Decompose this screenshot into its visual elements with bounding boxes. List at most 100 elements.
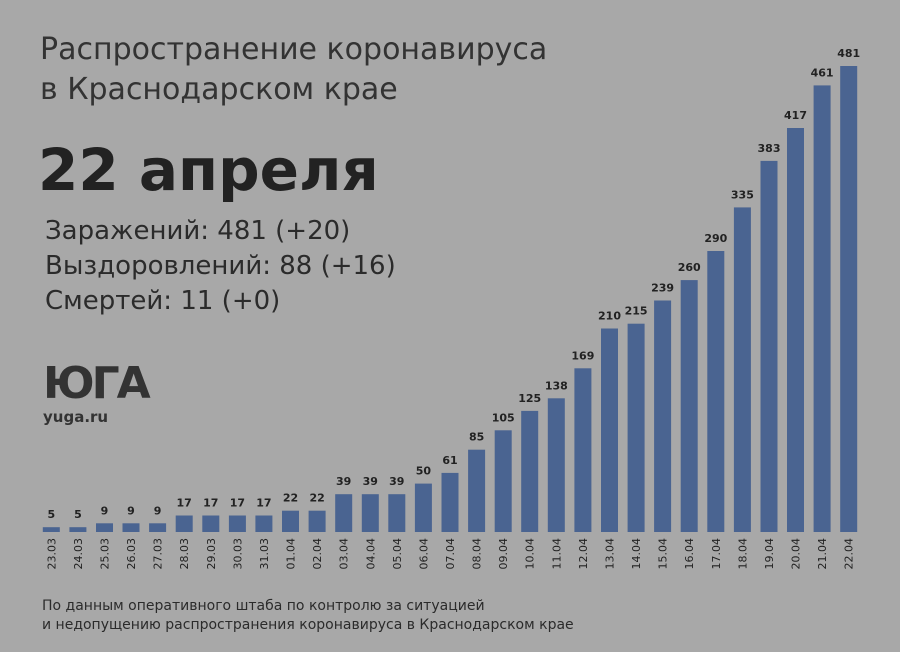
bar-17.04	[707, 251, 725, 532]
x-tick-23.03: 23.03	[45, 538, 58, 570]
stat-infected: Заражений: 481 (+20)	[45, 216, 351, 246]
value-label-08.04: 85	[469, 431, 484, 444]
x-tick-05.04: 05.04	[391, 538, 404, 570]
bar-15.04	[654, 300, 672, 532]
chart-title: Распространение коронавируса в Краснодар…	[40, 30, 547, 110]
x-tick-01.04: 01.04	[285, 538, 298, 570]
value-label-25.03: 9	[101, 504, 109, 517]
value-label-07.04: 61	[442, 454, 457, 467]
bar-09.04	[494, 430, 512, 532]
value-label-29.03: 17	[203, 497, 218, 510]
title-line-1: Распространение коронавируса	[40, 32, 548, 67]
source-note: По данным оперативного штаба по контролю…	[42, 597, 574, 635]
x-tick-30.03: 30.03	[231, 538, 244, 570]
logo-site: yuga.ru	[43, 408, 109, 426]
x-tick-13.04: 13.04	[604, 538, 617, 570]
x-tick-04.04: 04.04	[364, 538, 377, 570]
x-tick-20.04: 20.04	[790, 538, 803, 570]
x-tick-26.03: 26.03	[125, 538, 138, 570]
value-label-10.04: 125	[518, 392, 541, 405]
x-tick-14.04: 14.04	[630, 538, 643, 570]
value-label-23.03: 5	[47, 508, 55, 521]
stats-block: Заражений: 481 (+20) Выздоровлений: 88 (…	[45, 214, 396, 319]
x-tick-02.04: 02.04	[311, 538, 324, 570]
logo-mark: ЮГА	[43, 358, 151, 409]
bar-31.03	[255, 515, 273, 532]
bar-21.04	[813, 85, 831, 533]
x-tick-29.03: 29.03	[205, 538, 218, 570]
value-label-14.04: 215	[625, 305, 648, 318]
bar-08.04	[468, 449, 486, 532]
bar-04.04	[361, 494, 379, 532]
x-tick-27.03: 27.03	[152, 538, 165, 570]
x-tick-08.04: 08.04	[471, 538, 484, 570]
x-tick-16.04: 16.04	[683, 538, 696, 570]
x-tick-12.04: 12.04	[577, 538, 590, 570]
x-tick-25.03: 25.03	[99, 538, 112, 570]
source-line-2: и недопущению распространения коронавиру…	[42, 617, 574, 633]
x-tick-18.04: 18.04	[736, 538, 749, 570]
title-line-2: в Краснодарском крае	[40, 72, 398, 107]
value-label-13.04: 210	[598, 310, 621, 323]
value-label-19.04: 383	[758, 142, 781, 155]
bar-26.03	[122, 523, 140, 532]
report-date: 22 апреля	[38, 136, 379, 204]
value-label-05.04: 39	[389, 475, 404, 488]
bar-19.04	[760, 160, 778, 532]
value-label-17.04: 290	[704, 232, 727, 245]
value-label-11.04: 138	[545, 379, 568, 392]
bar-01.04	[282, 510, 299, 532]
bar-27.03	[149, 523, 167, 532]
value-label-09.04: 105	[492, 411, 515, 424]
bar-13.04	[601, 328, 618, 532]
bar-28.03	[175, 515, 193, 532]
x-tick-22.04: 22.04	[843, 538, 856, 570]
x-tick-09.04: 09.04	[497, 538, 510, 570]
value-label-21.04: 461	[811, 66, 834, 79]
x-tick-11.04: 11.04	[550, 538, 563, 570]
value-label-03.04: 39	[336, 475, 351, 488]
value-label-22.04: 481	[837, 47, 860, 60]
bar-25.03	[96, 523, 113, 532]
value-label-15.04: 239	[651, 282, 674, 295]
x-tick-28.03: 28.03	[178, 538, 191, 570]
bar-10.04	[521, 410, 539, 532]
bar-11.04	[547, 398, 565, 532]
bar-05.04	[388, 494, 406, 532]
value-label-28.03: 17	[177, 497, 192, 510]
logo: ЮГА yuga.ru	[43, 358, 151, 427]
x-tick-17.04: 17.04	[710, 538, 723, 570]
bar-18.04	[733, 207, 751, 532]
bar-29.03	[202, 515, 220, 532]
bar-06.04	[414, 483, 432, 532]
x-tick-31.03: 31.03	[258, 538, 271, 570]
stat-deaths: Смертей: 11 (+0)	[45, 286, 281, 316]
x-tick-24.03: 24.03	[72, 538, 85, 570]
source-line-1: По данным оперативного штаба по контролю…	[42, 598, 485, 614]
x-tick-03.04: 03.04	[338, 538, 351, 570]
x-tick-15.04: 15.04	[657, 538, 670, 570]
bar-23.03	[42, 527, 60, 532]
bar-30.03	[228, 515, 246, 532]
value-label-31.03: 17	[256, 497, 271, 510]
bar-22.04	[840, 66, 858, 532]
value-label-02.04: 22	[309, 492, 324, 505]
value-label-16.04: 260	[678, 261, 701, 274]
bar-12.04	[574, 368, 592, 532]
value-label-20.04: 417	[784, 109, 807, 122]
value-label-30.03: 17	[230, 497, 245, 510]
bar-20.04	[787, 128, 804, 532]
value-label-04.04: 39	[363, 475, 378, 488]
x-tick-06.04: 06.04	[417, 538, 430, 570]
value-label-27.03: 9	[154, 504, 162, 517]
bar-07.04	[441, 472, 459, 532]
bar-24.03	[69, 527, 87, 532]
value-label-24.03: 5	[74, 508, 82, 521]
bar-16.04	[680, 280, 698, 532]
value-label-06.04: 50	[416, 465, 432, 478]
x-tick-21.04: 21.04	[816, 538, 829, 570]
value-label-12.04: 169	[571, 349, 594, 362]
bar-03.04	[335, 494, 353, 532]
x-tick-10.04: 10.04	[524, 538, 537, 570]
